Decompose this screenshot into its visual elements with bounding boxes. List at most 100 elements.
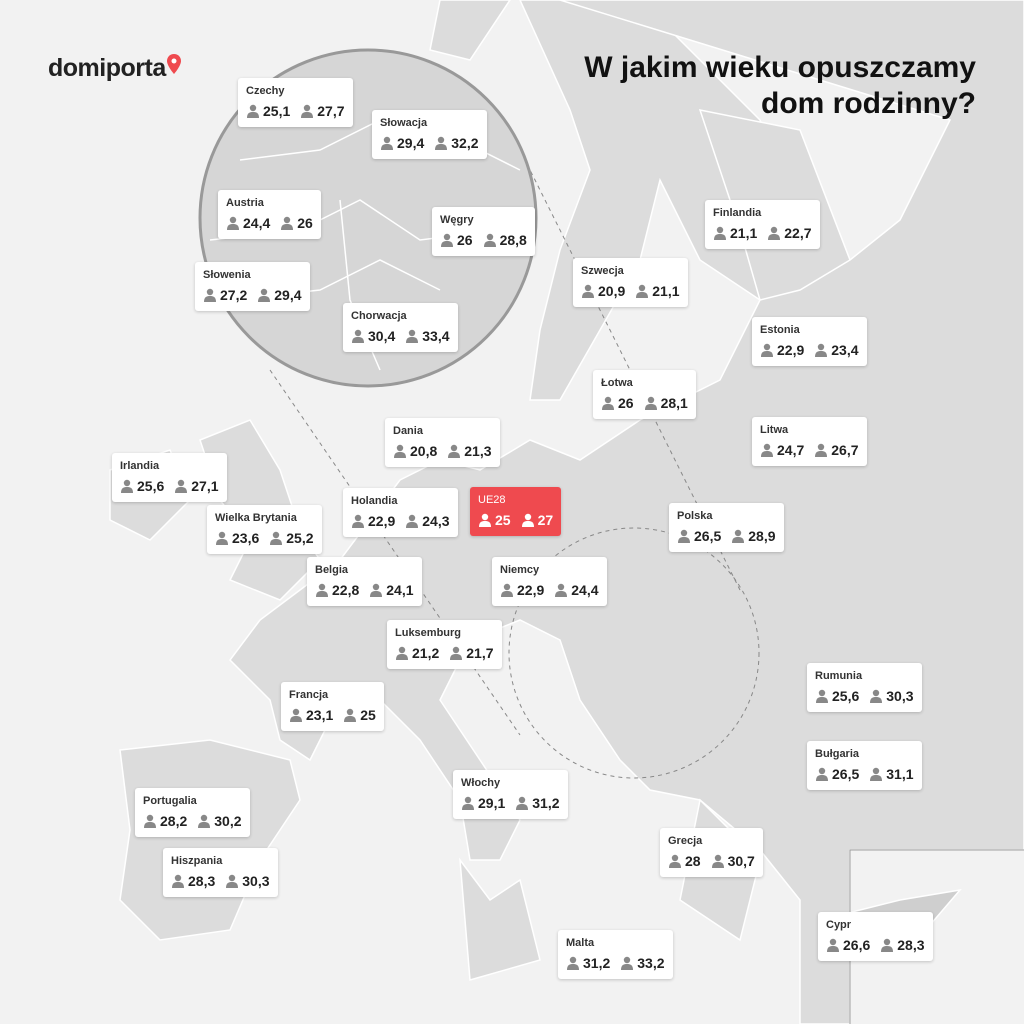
person-icon: [270, 531, 283, 545]
age-value: 25,6: [120, 478, 164, 494]
country-name: Niemcy: [500, 564, 540, 576]
age-value: 21,7: [449, 645, 494, 661]
country-name: Wielka Brytania: [215, 512, 297, 524]
country-name: Estonia: [760, 324, 800, 336]
person-icon: [216, 531, 228, 545]
age-value: 21,1: [635, 283, 680, 299]
age-value: 20,9: [581, 283, 625, 299]
age-text: 30,7: [727, 853, 755, 869]
age-value: 30,2: [197, 813, 242, 829]
age-value: 23,4: [814, 342, 859, 358]
person-icon: [172, 874, 184, 888]
age-value: 29,4: [380, 135, 424, 151]
country-label: Dania 20,8 21,3: [385, 418, 500, 467]
age-value: 27,1: [174, 478, 219, 494]
country-label: Węgry 26 28,8: [432, 207, 535, 256]
person-icon: [441, 233, 453, 247]
age-text: 25: [360, 707, 376, 723]
age-value: 22,8: [315, 582, 359, 598]
person-icon: [462, 796, 474, 810]
age-text: 28,3: [188, 873, 216, 889]
age-text: 29,4: [274, 287, 302, 303]
age-value: 22,9: [351, 513, 395, 529]
age-text: 25,6: [137, 478, 165, 494]
age-text: 30,3: [242, 873, 270, 889]
person-icon: [678, 529, 690, 543]
age-value: 28,3: [880, 937, 925, 953]
values: 22,9 23,4: [760, 342, 859, 358]
logo-pin: [166, 54, 181, 74]
age-value: 31,2: [566, 955, 610, 971]
person-icon: [352, 329, 364, 343]
age-text: 21,2: [412, 645, 440, 661]
age-text: 25,6: [832, 688, 860, 704]
age-value: 26,5: [815, 766, 859, 782]
person-icon: [815, 343, 828, 357]
age-text: 27,7: [317, 103, 345, 119]
age-text: 26,7: [831, 442, 859, 458]
person-icon: [602, 396, 614, 410]
age-value: 28,1: [644, 395, 688, 411]
person-icon: [711, 854, 724, 868]
logo-text: domiporta: [48, 54, 166, 82]
values: 25,1 27,7: [246, 103, 345, 119]
age-value: 25,2: [269, 530, 314, 546]
age-text: 29,1: [478, 795, 506, 811]
country-label: Holandia 22,9 24,3: [343, 488, 458, 537]
age-value: 24,3: [405, 513, 450, 529]
country-label: Łotwa 26 28,1: [593, 370, 696, 419]
country-label: Finlandia 21,1 22,7: [705, 200, 820, 249]
age-text: 26,5: [832, 766, 860, 782]
values: 25,6 30,3: [815, 688, 914, 704]
values: 29,1 31,2: [461, 795, 560, 811]
person-icon: [501, 583, 513, 597]
values: 26 28,8: [440, 232, 527, 248]
person-icon: [870, 767, 883, 781]
country-name: Holandia: [351, 495, 398, 507]
age-value: 24,4: [554, 582, 599, 598]
person-icon: [621, 956, 634, 970]
age-text: 27,2: [220, 287, 248, 303]
person-icon: [344, 708, 357, 722]
values: 29,4 32,2: [380, 135, 479, 151]
age-text: 24,3: [422, 513, 450, 529]
values: 25 27: [478, 512, 553, 528]
country-name: Bułgaria: [815, 748, 860, 760]
title: W jakim wieku opuszczamy dom rodzinny?: [584, 50, 976, 122]
age-text: 26,5: [694, 528, 722, 544]
age-text: 25,1: [263, 103, 291, 119]
country-name: Rumunia: [815, 670, 863, 682]
age-value: 25: [343, 707, 376, 723]
country-name: Grecja: [668, 835, 703, 847]
age-value: 23,1: [289, 707, 333, 723]
person-icon: [316, 583, 328, 597]
person-icon: [352, 514, 364, 528]
person-icon: [198, 814, 211, 828]
values: 26 28,1: [601, 395, 688, 411]
age-value: 23,6: [215, 530, 259, 546]
country-label: Czechy 25,1 27,7: [238, 78, 353, 127]
person-icon: [555, 583, 568, 597]
age-value: 25: [478, 512, 511, 528]
country-name: Finlandia: [713, 207, 762, 219]
age-text: 24,7: [777, 442, 805, 458]
person-icon: [370, 583, 383, 597]
age-text: 26: [618, 395, 634, 411]
values: 21,1 22,7: [713, 225, 812, 241]
age-value: 28,9: [731, 528, 776, 544]
country-label: Grecja 28 30,7: [660, 828, 763, 877]
age-value: 30,3: [225, 873, 270, 889]
country-name: Belgia: [315, 564, 349, 576]
age-value: 22,7: [767, 225, 812, 241]
age-text: 21,1: [652, 283, 680, 299]
age-value: 26,6: [826, 937, 870, 953]
country-name: Irlandia: [120, 460, 160, 472]
values: 22,9 24,3: [351, 513, 450, 529]
country-name: Słowenia: [203, 269, 251, 281]
title-line: W jakim wieku opuszczamy: [584, 51, 976, 84]
country-label: UE28 25 27: [470, 487, 562, 536]
person-icon: [258, 288, 271, 302]
age-text: 33,2: [637, 955, 665, 971]
country-name: Dania: [393, 425, 423, 437]
logo: domiporta: [48, 54, 181, 83]
